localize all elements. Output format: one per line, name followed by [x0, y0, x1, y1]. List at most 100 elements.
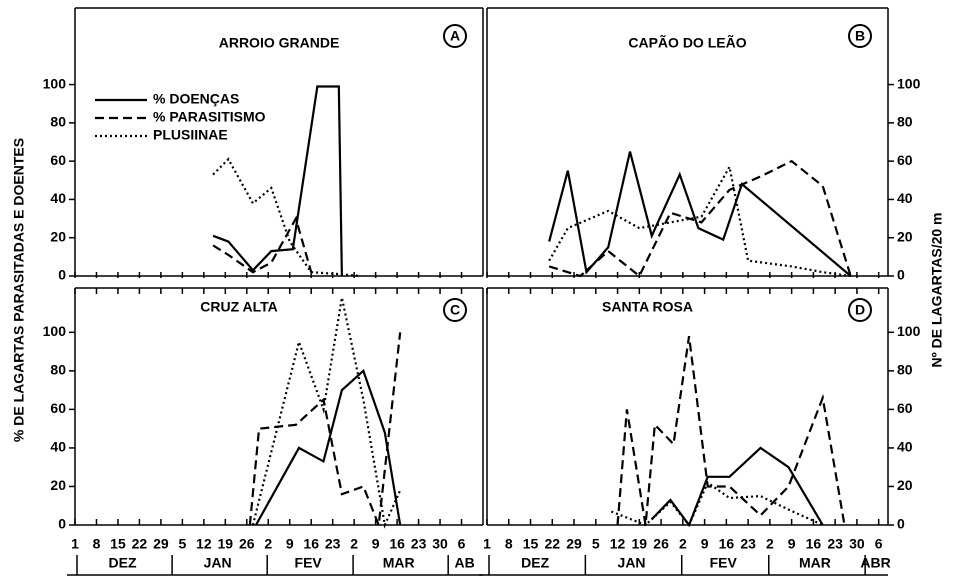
- month-label: ABR: [860, 555, 890, 571]
- x-tick-label: 16: [806, 536, 822, 552]
- x-tick-label: 8: [505, 536, 513, 552]
- x-tick-label: 26: [239, 536, 255, 552]
- y-tick-label: 20: [897, 228, 913, 244]
- month-label: MAR: [383, 555, 415, 571]
- panel-letter-circle: [848, 24, 872, 48]
- y-tick-label: 80: [897, 114, 913, 130]
- month-label: FEV: [710, 555, 738, 571]
- panel-title: ARROIO GRANDE: [219, 35, 340, 51]
- panel-letter-circle: [443, 298, 467, 322]
- x-tick-label: 30: [849, 536, 865, 552]
- y-tick-label: 40: [50, 190, 66, 206]
- panel-letter: D: [855, 302, 865, 318]
- panel-letter: A: [450, 28, 460, 44]
- legend-label: PLUSIINAE: [153, 127, 228, 143]
- y-tick-label: 80: [897, 362, 913, 378]
- panel-title: SANTA ROSA: [602, 299, 693, 315]
- x-tick-label: 9: [701, 536, 709, 552]
- x-tick-label: 16: [303, 536, 319, 552]
- series-line: [548, 163, 851, 278]
- series-line: [248, 332, 402, 526]
- x-tick-label: 29: [566, 536, 582, 552]
- x-tick-label: 2: [350, 536, 358, 552]
- x-tick-label: 16: [719, 536, 735, 552]
- y-tick-label: 0: [897, 267, 905, 283]
- x-tick-label: 26: [653, 536, 669, 552]
- x-tick-label: 8: [93, 536, 101, 552]
- month-label: MAR: [799, 555, 831, 571]
- x-tick-label: 19: [218, 536, 234, 552]
- series-line: [610, 480, 824, 528]
- x-tick-label: 23: [740, 536, 756, 552]
- panel-letter: C: [450, 302, 460, 318]
- panel-letter-circle: [443, 24, 467, 48]
- x-tick-label: 15: [523, 536, 539, 552]
- y-tick-label: 80: [50, 362, 66, 378]
- series-line: [251, 297, 402, 529]
- x-tick-label: 6: [875, 536, 883, 552]
- y-tick-label: 60: [897, 152, 913, 168]
- x-tick-label: 29: [153, 536, 169, 552]
- series-line: [255, 368, 402, 526]
- x-tick-label: 6: [458, 536, 466, 552]
- y-tick-label: 40: [50, 439, 66, 455]
- series-line: [548, 151, 852, 277]
- series-line: [212, 85, 343, 277]
- month-label: JAN: [204, 555, 232, 571]
- x-tick-label: 15: [110, 536, 126, 552]
- panel-letter: B: [855, 28, 865, 44]
- panel-letter-circle: [848, 298, 872, 322]
- y-tick-label: 80: [50, 114, 66, 130]
- x-tick-label: 12: [610, 536, 626, 552]
- y-tick-label: 100: [897, 323, 921, 339]
- x-tick-label: 23: [325, 536, 341, 552]
- series-line: [616, 336, 846, 526]
- x-tick-label: 16: [389, 536, 405, 552]
- y-tick-label: 60: [897, 400, 913, 416]
- x-tick-label: 2: [679, 536, 687, 552]
- y-tick-label: 0: [58, 267, 66, 283]
- x-tick-label: 1: [71, 536, 79, 552]
- x-tick-label: 23: [827, 536, 843, 552]
- y-tick-label: 0: [897, 516, 905, 532]
- x-tick-label: 12: [196, 536, 212, 552]
- y-tick-label: 100: [897, 75, 921, 91]
- y-tick-label: 100: [43, 75, 67, 91]
- y-tick-label: 60: [50, 152, 66, 168]
- x-tick-label: 22: [132, 536, 148, 552]
- series-line: [212, 157, 361, 278]
- x-tick-label: 1: [483, 536, 491, 552]
- panel-title: CAPÃO DO LEÃO: [628, 34, 746, 51]
- month-label: AB: [454, 555, 474, 571]
- x-tick-label: 22: [544, 536, 560, 552]
- y2-axis-label: Nº DE LAGARTAS/20 m: [929, 213, 945, 368]
- month-label: DEZ: [109, 555, 137, 571]
- y-tick-label: 20: [50, 228, 66, 244]
- x-tick-label: 19: [632, 536, 648, 552]
- x-tick-label: 9: [788, 536, 796, 552]
- y-tick-label: 40: [897, 190, 913, 206]
- y-tick-label: 20: [897, 477, 913, 493]
- x-tick-label: 23: [411, 536, 427, 552]
- y-tick-label: 40: [897, 439, 913, 455]
- month-label: DEZ: [521, 555, 549, 571]
- x-tick-label: 2: [766, 536, 774, 552]
- panel-title: CRUZ ALTA: [200, 299, 278, 315]
- y-tick-label: 20: [50, 477, 66, 493]
- x-tick-label: 9: [286, 536, 294, 552]
- x-tick-label: 9: [372, 536, 380, 552]
- y-tick-label: 0: [58, 516, 66, 532]
- series-line: [212, 215, 313, 274]
- x-tick-label: 5: [178, 536, 186, 552]
- x-tick-label: 2: [264, 536, 272, 552]
- y-tick-label: 60: [50, 400, 66, 416]
- month-label: FEV: [295, 555, 323, 571]
- month-label: JAN: [618, 555, 646, 571]
- legend-label: % PARASITISMO: [153, 109, 266, 125]
- x-tick-label: 5: [592, 536, 600, 552]
- series-line: [650, 446, 824, 528]
- y-tick-label: 100: [43, 323, 67, 339]
- y-axis-label: % DE LAGARTAS PARASITADAS E DOENTES: [11, 138, 27, 442]
- x-tick-label: 30: [432, 536, 448, 552]
